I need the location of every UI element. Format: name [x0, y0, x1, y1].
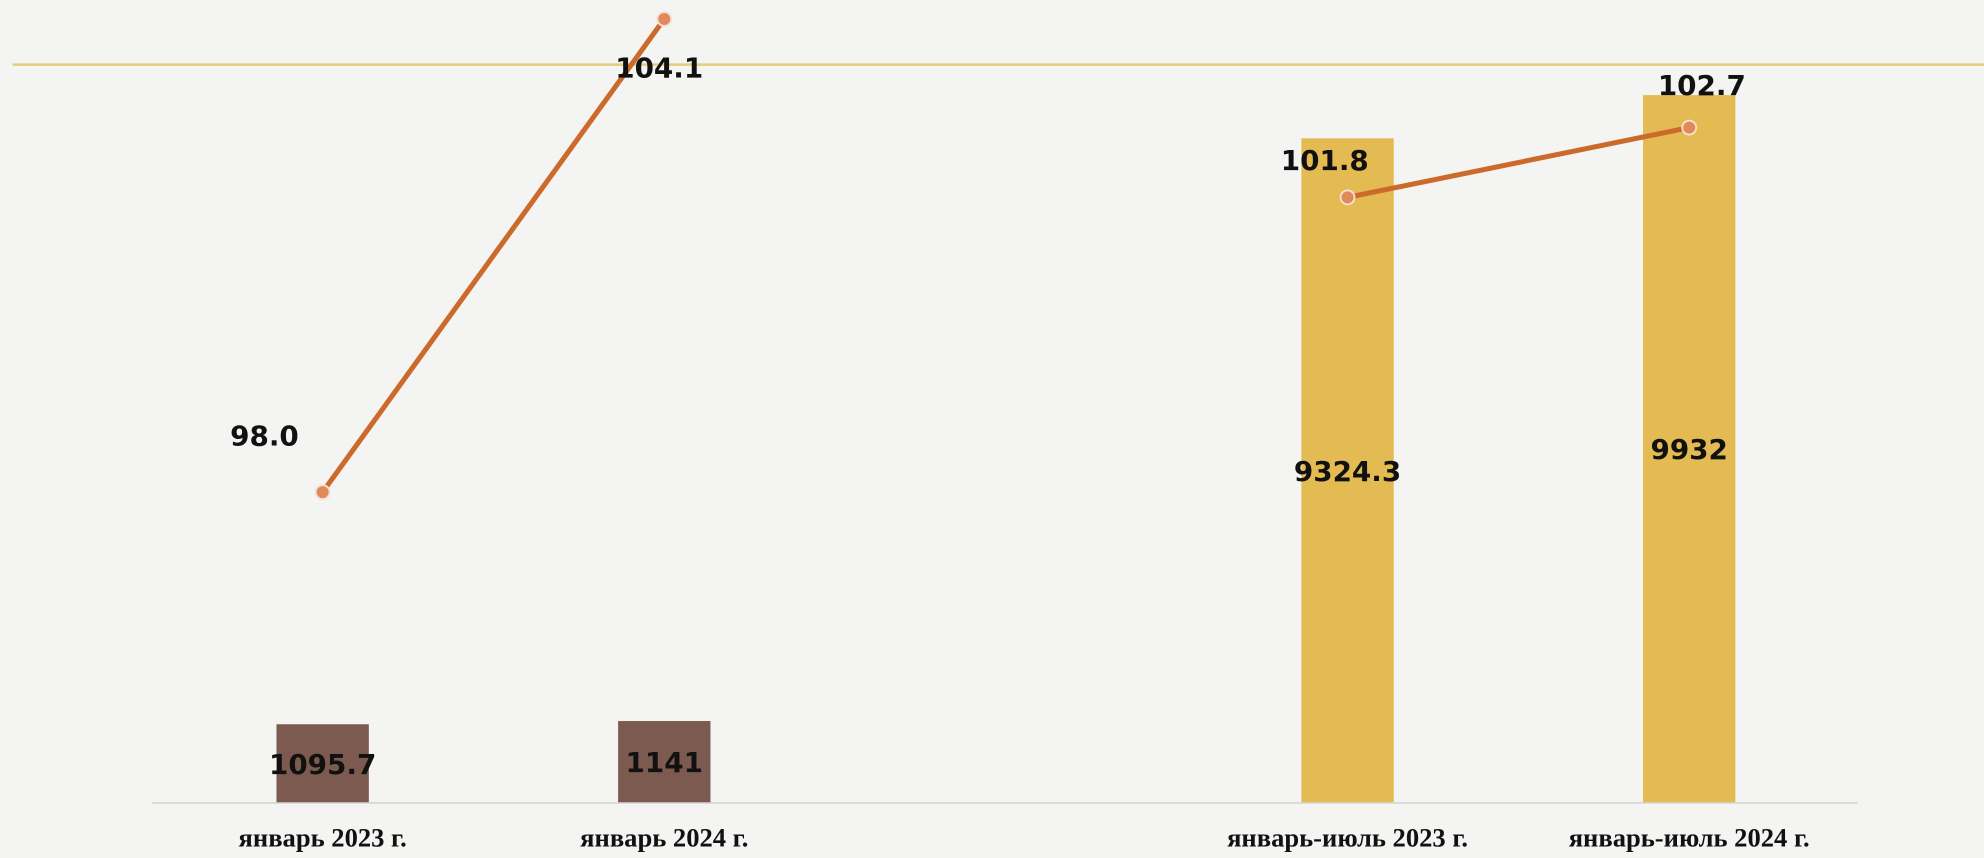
line-point — [656, 11, 673, 27]
x-tick-label: январь-июль 2023 г. — [1227, 822, 1468, 852]
bar — [618, 721, 711, 803]
line-value-label: 104.1 — [615, 52, 703, 85]
bar-value-label: 1141 — [626, 746, 703, 779]
bar — [1643, 95, 1736, 803]
x-tick-label: январь 2024 г. — [580, 822, 748, 852]
line-point — [1681, 119, 1698, 136]
x-tick-label: январь 2023 г. — [239, 822, 407, 852]
bar-value-label: 1095.7 — [269, 748, 376, 781]
bar — [276, 724, 369, 803]
bar — [1301, 138, 1394, 803]
line-value-label: 98.0 — [230, 420, 299, 453]
bar-value-label: 9932 — [1650, 433, 1727, 466]
line-point — [1339, 189, 1356, 206]
bar-value-label: 9324.3 — [1294, 455, 1401, 488]
line-value-label: 102.7 — [1658, 69, 1746, 102]
line-value-label: 101.8 — [1281, 144, 1369, 177]
line — [320, 16, 1692, 495]
line-point — [314, 484, 331, 500]
x-tick-label: январь-июль 2024 г. — [1569, 822, 1810, 852]
